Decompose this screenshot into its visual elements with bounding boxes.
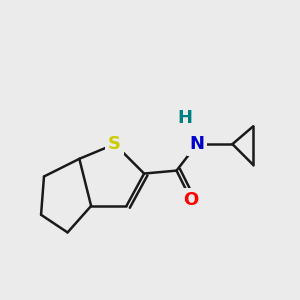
Text: S: S <box>108 135 121 153</box>
Text: N: N <box>190 135 205 153</box>
Text: H: H <box>178 109 193 127</box>
Text: O: O <box>184 191 199 209</box>
